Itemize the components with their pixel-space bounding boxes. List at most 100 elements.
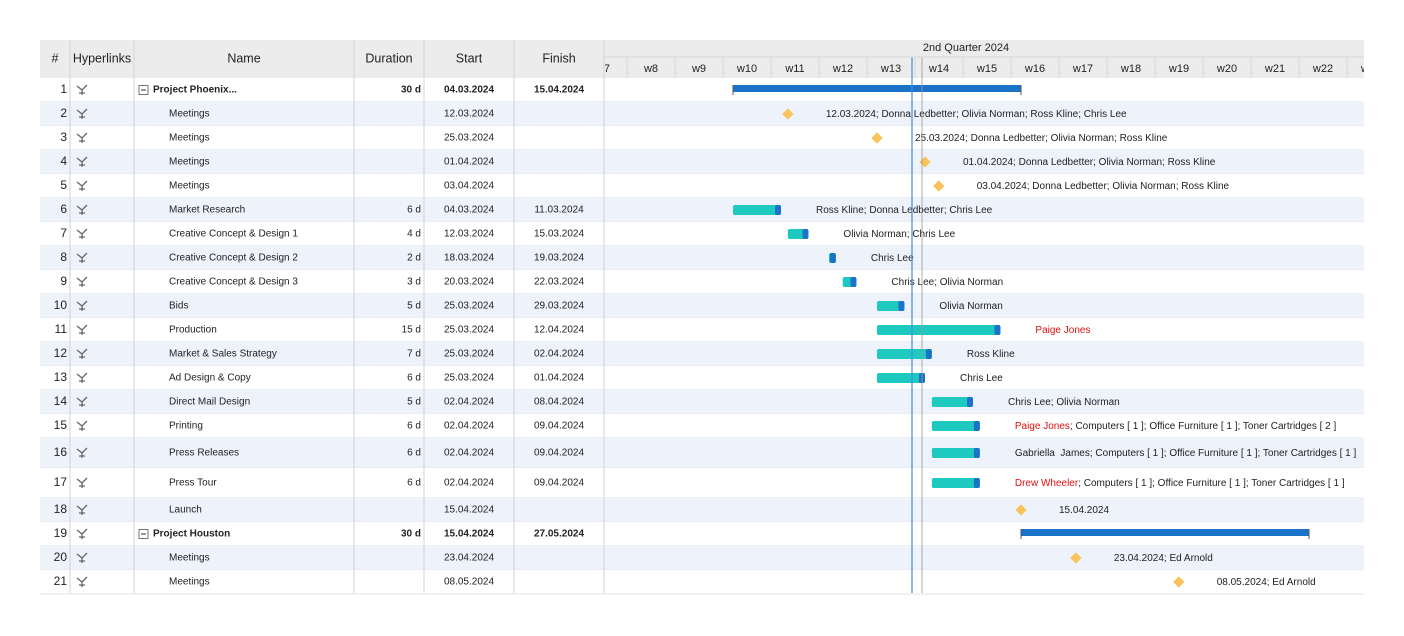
start-date: 12.03.2024 bbox=[444, 229, 494, 240]
week-label: w8 bbox=[643, 63, 658, 75]
duration: 2 d bbox=[407, 253, 421, 264]
resource-label: Drew Wheeler; Computers [ 1 ]; Office Fu… bbox=[1015, 478, 1345, 489]
resource-label: Chris Lee bbox=[960, 373, 1003, 384]
resource-note: Ross Kline bbox=[967, 349, 1015, 360]
duration: 4 d bbox=[407, 229, 421, 240]
week-label: w21 bbox=[1264, 63, 1285, 75]
column-header: Start bbox=[456, 51, 483, 65]
hyperlink-icon[interactable] bbox=[76, 447, 88, 458]
resource-note: ; Computers [ 1 ]; Office Furniture [ 1 … bbox=[1078, 478, 1345, 489]
hyperlink-icon[interactable] bbox=[76, 108, 88, 119]
start-date: 18.03.2024 bbox=[444, 253, 494, 264]
row-bg bbox=[40, 102, 1364, 126]
hyperlink-icon[interactable] bbox=[76, 576, 88, 587]
milestone bbox=[1015, 504, 1027, 516]
task-bar bbox=[733, 205, 781, 215]
row-number: 5 bbox=[60, 178, 67, 192]
finish-date: 15.03.2024 bbox=[534, 229, 584, 240]
row-number: 21 bbox=[54, 574, 68, 588]
week-label: w17 bbox=[1072, 63, 1093, 75]
task-bar-end bbox=[850, 277, 857, 287]
row-number: 7 bbox=[60, 226, 67, 240]
resource-note: 01.04.2024; Donna Ledbetter; Olivia Norm… bbox=[963, 157, 1216, 168]
row-number: 15 bbox=[54, 418, 68, 432]
resource-note: Gabriella James; Computers [ 1 ]; Office… bbox=[1015, 448, 1357, 459]
hyperlink-icon[interactable] bbox=[76, 276, 88, 287]
duration: 7 d bbox=[407, 349, 421, 360]
hyperlink-icon[interactable] bbox=[76, 528, 88, 539]
row-bg bbox=[40, 414, 1364, 438]
start-date: 04.03.2024 bbox=[444, 205, 494, 216]
hyperlink-icon[interactable] bbox=[76, 204, 88, 215]
start-date: 08.05.2024 bbox=[444, 577, 494, 588]
row-number: 6 bbox=[60, 202, 67, 216]
hyperlink-icon[interactable] bbox=[76, 156, 88, 167]
finish-date: 22.03.2024 bbox=[534, 277, 584, 288]
icon-shape bbox=[76, 447, 88, 458]
hyperlink-icon[interactable] bbox=[76, 300, 88, 311]
row-number: 11 bbox=[55, 322, 68, 336]
hyperlink-icon[interactable] bbox=[76, 132, 88, 143]
row-bg bbox=[40, 270, 1364, 294]
task-bar-end bbox=[925, 349, 932, 359]
finish-date: 02.04.2024 bbox=[534, 349, 584, 360]
hyperlink-icon[interactable] bbox=[76, 252, 88, 263]
icon-shape bbox=[76, 396, 88, 407]
resource-label: Olivia Norman bbox=[939, 301, 1002, 312]
resource-label: Chris Lee; Olivia Norman bbox=[1008, 397, 1120, 408]
start-date: 23.04.2024 bbox=[444, 553, 494, 564]
duration: 15 d bbox=[402, 325, 421, 336]
resource-label: 01.04.2024; Donna Ledbetter; Olivia Norm… bbox=[963, 157, 1216, 168]
resource-label: 12.03.2024; Donna Ledbetter; Olivia Norm… bbox=[826, 109, 1127, 120]
column-header: # bbox=[52, 51, 59, 65]
task-bar-end bbox=[775, 205, 781, 215]
week-label: w20 bbox=[1216, 63, 1237, 75]
finish-date: 29.03.2024 bbox=[534, 301, 584, 312]
row-bg bbox=[40, 318, 1364, 342]
task-name: Meetings bbox=[169, 553, 210, 564]
hyperlink-icon[interactable] bbox=[76, 180, 88, 191]
duration: 30 d bbox=[401, 85, 421, 96]
task-name: Meetings bbox=[169, 157, 210, 168]
finish-date: 11.03.2024 bbox=[534, 205, 584, 216]
icon-shape bbox=[76, 477, 88, 488]
resource-label: Paige Jones; Computers [ 1 ]; Office Fur… bbox=[1015, 421, 1337, 432]
header-bg bbox=[40, 40, 1364, 78]
task-bar-end bbox=[994, 325, 1001, 335]
finish-date: 09.04.2024 bbox=[534, 448, 584, 459]
hyperlink-icon[interactable] bbox=[76, 372, 88, 383]
row-bg bbox=[40, 294, 1364, 318]
column-header: Name bbox=[227, 51, 260, 65]
task-name: Ad Design & Copy bbox=[169, 373, 251, 384]
hyperlink-icon[interactable] bbox=[76, 552, 88, 563]
row-number: 16 bbox=[54, 445, 68, 459]
hyperlink-icon[interactable] bbox=[76, 324, 88, 335]
duration: 6 d bbox=[407, 421, 421, 432]
resource-label: Chris Lee bbox=[871, 253, 914, 264]
duration: 30 d bbox=[401, 529, 421, 540]
column-header: Finish bbox=[542, 51, 575, 65]
start-date: 20.03.2024 bbox=[444, 277, 494, 288]
week-label: w18 bbox=[1120, 63, 1141, 75]
duration: 6 d bbox=[407, 448, 421, 459]
duration: 6 d bbox=[407, 478, 421, 489]
hyperlink-icon[interactable] bbox=[76, 477, 88, 488]
row-bg bbox=[40, 498, 1364, 522]
summary-ends bbox=[732, 85, 1022, 95]
task-name: Launch bbox=[169, 505, 202, 516]
hyperlink-icon[interactable] bbox=[76, 84, 88, 95]
task-name: Creative Concept & Design 2 bbox=[169, 253, 298, 264]
resource-label: 15.04.2024 bbox=[1059, 505, 1109, 516]
duration: 5 d bbox=[407, 301, 421, 312]
icon-shape bbox=[76, 348, 88, 359]
hyperlink-icon[interactable] bbox=[76, 228, 88, 239]
task-name: Meetings bbox=[169, 133, 210, 144]
hyperlink-icon[interactable] bbox=[76, 348, 88, 359]
resource-label: 03.04.2024; Donna Ledbetter; Olivia Norm… bbox=[977, 181, 1230, 192]
icon-shape bbox=[76, 228, 88, 239]
hyperlink-icon[interactable] bbox=[76, 396, 88, 407]
hyperlink-icon[interactable] bbox=[76, 420, 88, 431]
hyperlink-icon[interactable] bbox=[76, 504, 88, 515]
duration: 3 d bbox=[407, 277, 421, 288]
task-name: Project Houston bbox=[153, 529, 230, 540]
